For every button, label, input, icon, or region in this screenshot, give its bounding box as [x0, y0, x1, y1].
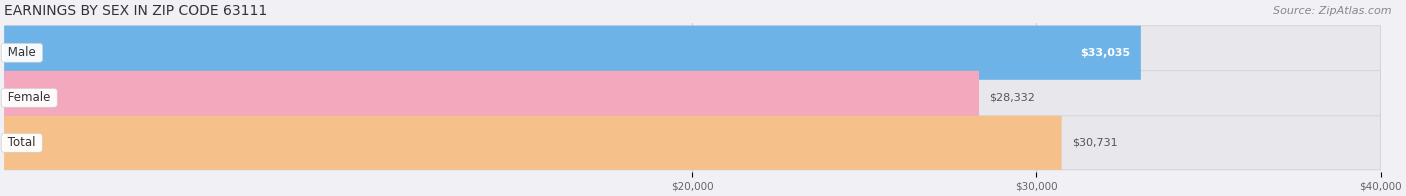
Text: Total: Total [4, 136, 39, 149]
Text: Female: Female [4, 91, 55, 104]
FancyBboxPatch shape [4, 71, 979, 125]
Text: $30,731: $30,731 [1071, 138, 1118, 148]
FancyBboxPatch shape [4, 26, 1140, 80]
FancyBboxPatch shape [4, 116, 1381, 170]
Text: $28,332: $28,332 [990, 93, 1035, 103]
Text: Male: Male [4, 46, 39, 59]
Text: Source: ZipAtlas.com: Source: ZipAtlas.com [1274, 6, 1392, 16]
FancyBboxPatch shape [4, 71, 1381, 125]
FancyBboxPatch shape [4, 116, 1062, 170]
Text: EARNINGS BY SEX IN ZIP CODE 63111: EARNINGS BY SEX IN ZIP CODE 63111 [4, 4, 267, 18]
Text: $33,035: $33,035 [1080, 48, 1130, 58]
FancyBboxPatch shape [4, 26, 1381, 80]
